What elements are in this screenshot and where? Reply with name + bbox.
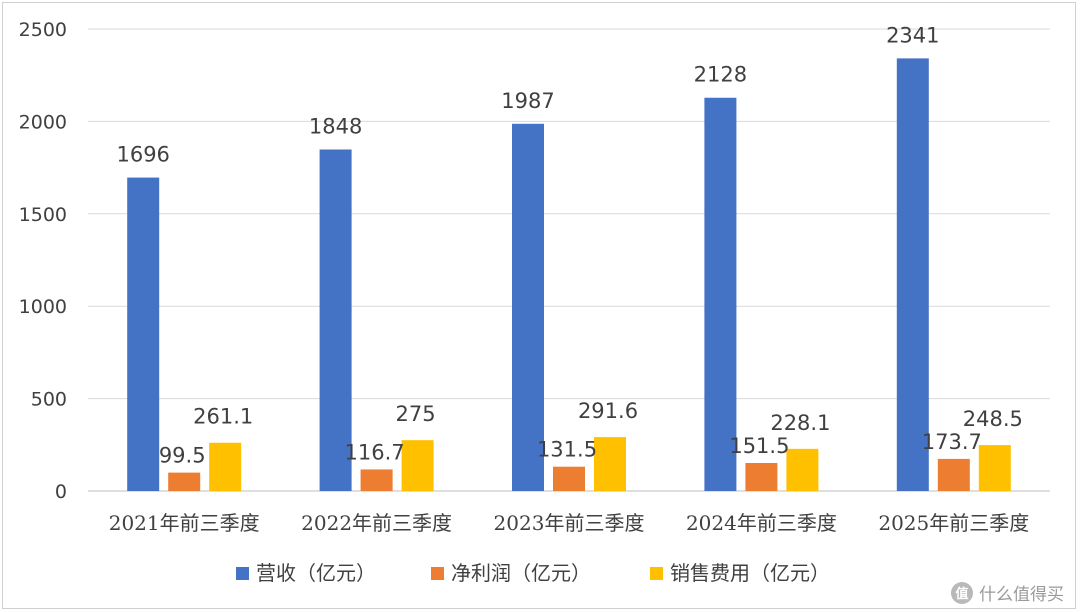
bar-series-1 — [553, 466, 585, 491]
y-tick-label: 2000 — [19, 111, 67, 133]
data-label: 2128 — [694, 63, 747, 87]
y-tick-label: 1500 — [19, 204, 67, 226]
bar-series-2 — [786, 448, 819, 491]
legend-swatch — [431, 567, 444, 580]
watermark: 值 什么值得买 — [951, 580, 1064, 605]
data-label: 131.5 — [537, 438, 597, 462]
data-label: 228.1 — [770, 411, 830, 435]
watermark-logo-icon: 值 — [951, 581, 973, 604]
watermark-text: 什么值得买 — [979, 585, 1064, 605]
data-label: 173.7 — [922, 430, 982, 454]
bar-series-0 — [896, 58, 929, 491]
bar-series-0 — [319, 149, 352, 491]
legend-label: 营收（亿元） — [256, 561, 376, 585]
data-label: 275 — [396, 402, 436, 426]
bar-series-0 — [704, 97, 737, 491]
y-tick-label: 0 — [55, 481, 67, 503]
bar-series-0 — [512, 123, 544, 491]
bar-series-1 — [937, 458, 970, 491]
bar-series-1 — [745, 463, 778, 491]
y-tick-label: 2500 — [19, 19, 67, 41]
y-tick-label: 1000 — [19, 296, 67, 318]
data-labels: 1696 99.5 261.1 1848 116.7 275 1987 131.5 291.6 2… — [116, 23, 1022, 467]
bar-series-1 — [360, 469, 393, 491]
x-tick-label: 2023年前三季度 — [494, 511, 645, 535]
data-label: 2341 — [886, 23, 939, 47]
y-tick-label: 500 — [31, 389, 67, 411]
legend-swatch — [650, 567, 663, 580]
bar-series-2 — [978, 445, 1011, 491]
x-tick-label: 2021年前三季度 — [109, 511, 260, 535]
legend-label: 净利润（亿元） — [451, 561, 591, 585]
x-tick-label: 2025年前三季度 — [878, 511, 1029, 535]
data-label: 261.1 — [193, 405, 253, 429]
y-axis-ticks: 0 500 1000 1500 2000 2500 — [19, 19, 67, 503]
data-label: 248.5 — [963, 407, 1023, 431]
x-axis-ticks: 2021年前三季度 2022年前三季度 2023年前三季度 2024年前三季度 2025… — [109, 511, 1030, 535]
bar-series-0 — [127, 177, 160, 491]
data-label: 1696 — [116, 143, 169, 167]
bar-series-2 — [594, 437, 626, 491]
data-label: 1987 — [501, 89, 554, 113]
data-label: 116.7 — [345, 440, 405, 464]
legend: 营收（亿元） 净利润（亿元） 销售费用（亿元） — [236, 561, 830, 585]
data-label: 291.6 — [578, 399, 638, 423]
x-tick-label: 2022年前三季度 — [301, 511, 452, 535]
gridlines — [88, 28, 1050, 492]
legend-swatch — [236, 567, 249, 580]
x-tick-label: 2024年前三季度 — [686, 511, 837, 535]
legend-label: 销售费用（亿元） — [670, 561, 830, 585]
data-label: 99.5 — [159, 444, 206, 468]
bar-series-2 — [209, 442, 242, 491]
data-label: 151.5 — [729, 434, 789, 458]
bar-series-1 — [168, 472, 201, 491]
bar-series-2 — [401, 440, 434, 491]
bars — [127, 58, 1011, 491]
data-label: 1848 — [309, 114, 362, 138]
